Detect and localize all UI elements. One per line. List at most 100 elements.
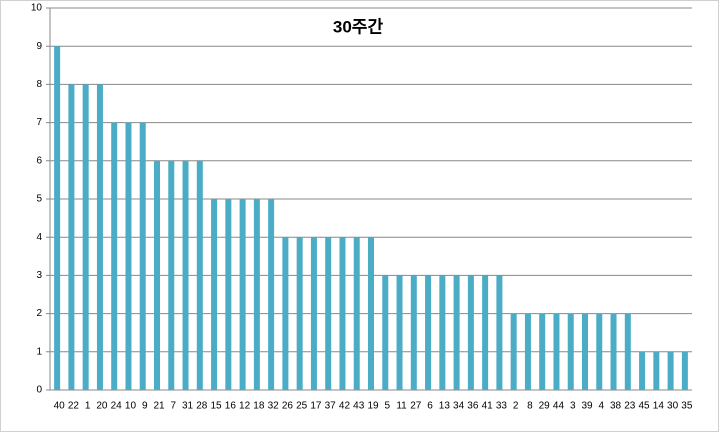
x-tick-label: 23	[624, 401, 636, 412]
bar	[639, 351, 646, 390]
bar	[396, 275, 403, 390]
bar	[339, 237, 346, 390]
y-tick-label: 7	[36, 117, 42, 128]
bar	[539, 313, 546, 390]
bar	[453, 275, 460, 390]
x-tick-label: 14	[653, 401, 665, 412]
x-tick-label: 30	[667, 401, 679, 412]
y-tick-label: 1	[36, 346, 42, 357]
x-tick-label: 25	[296, 401, 308, 412]
x-tick-label: 11	[396, 401, 407, 412]
x-tick-label: 8	[527, 401, 533, 412]
x-tick-label: 37	[325, 401, 337, 412]
y-tick-label: 9	[36, 41, 42, 52]
x-tick-label: 2	[513, 401, 519, 412]
y-tick-label: 8	[36, 79, 42, 90]
bar	[125, 122, 132, 390]
y-tick-label: 5	[36, 194, 42, 205]
x-tick-label: 20	[96, 401, 108, 412]
bar	[239, 199, 246, 390]
x-tick-label: 22	[68, 401, 80, 412]
y-tick-label: 3	[36, 270, 42, 281]
bar	[368, 237, 374, 390]
x-tick-label: 7	[170, 401, 176, 412]
x-tick-label: 43	[353, 401, 365, 412]
x-tick-label: 6	[427, 401, 433, 412]
bar	[282, 237, 289, 390]
bar	[196, 160, 203, 390]
bar	[253, 199, 260, 390]
bar	[496, 275, 503, 390]
x-tick-label: 4	[598, 401, 604, 412]
x-tick-label: 10	[125, 401, 137, 412]
x-tick-label: 17	[310, 401, 322, 412]
bar	[154, 160, 160, 390]
y-tick-label: 2	[36, 308, 42, 319]
x-tick-label: 36	[467, 401, 479, 412]
x-tick-label: 29	[539, 401, 551, 412]
x-tick-label: 41	[482, 401, 494, 412]
x-tick-label: 31	[182, 401, 194, 412]
bar	[225, 199, 232, 390]
y-tick-label: 0	[36, 385, 42, 396]
bar	[168, 160, 175, 390]
x-tick-label: 1	[85, 401, 91, 412]
bar	[296, 237, 303, 390]
bar	[439, 275, 446, 390]
x-tick-label: 24	[111, 401, 123, 412]
bar	[667, 351, 674, 390]
bar	[553, 313, 560, 390]
bar	[482, 275, 489, 390]
y-tick-label: 4	[36, 232, 42, 243]
x-tick-label: 28	[196, 401, 208, 412]
bar	[353, 237, 360, 390]
x-tick-label: 42	[339, 401, 351, 412]
x-tick-label: 15	[211, 401, 223, 412]
y-tick-label: 6	[36, 155, 42, 166]
x-tick-label: 5	[384, 401, 390, 412]
bar	[582, 313, 588, 390]
bar	[96, 84, 103, 391]
x-tick-label: 21	[153, 401, 165, 412]
bar	[182, 160, 189, 390]
bar	[610, 313, 617, 390]
bar	[382, 275, 389, 390]
x-tick-label: 12	[239, 401, 251, 412]
bar	[211, 199, 218, 390]
bar	[467, 275, 474, 390]
x-tick-label: 39	[581, 401, 593, 412]
x-tick-label: 27	[410, 401, 422, 412]
bar	[510, 313, 517, 390]
chart-title: 30주간	[333, 17, 384, 36]
bar	[68, 84, 75, 391]
x-tick-label: 34	[453, 401, 465, 412]
bar	[425, 275, 432, 390]
x-tick-label: 40	[54, 401, 66, 412]
x-tick-label: 45	[639, 401, 651, 412]
y-tick-label: 10	[31, 3, 43, 14]
x-tick-label: 33	[496, 401, 508, 412]
x-tick-label: 18	[253, 401, 265, 412]
x-tick-label: 13	[439, 401, 451, 412]
bar	[567, 313, 574, 390]
x-tick-label: 3	[570, 401, 576, 412]
bar	[325, 237, 332, 390]
bar	[268, 199, 275, 390]
bar	[54, 46, 61, 390]
bar	[139, 122, 146, 390]
x-tick-label: 26	[282, 401, 294, 412]
x-tick-label: 38	[610, 401, 622, 412]
x-tick-label: 35	[681, 401, 693, 412]
x-tick-label: 16	[225, 401, 237, 412]
bar	[111, 122, 118, 390]
x-tick-label: 9	[142, 401, 148, 412]
bar	[82, 84, 89, 391]
x-tick-label: 32	[268, 401, 280, 412]
bar	[410, 275, 417, 390]
bar	[681, 351, 688, 390]
bar	[596, 313, 603, 390]
bar	[310, 237, 317, 390]
x-tick-label: 44	[553, 401, 565, 412]
x-tick-label: 19	[367, 401, 379, 412]
